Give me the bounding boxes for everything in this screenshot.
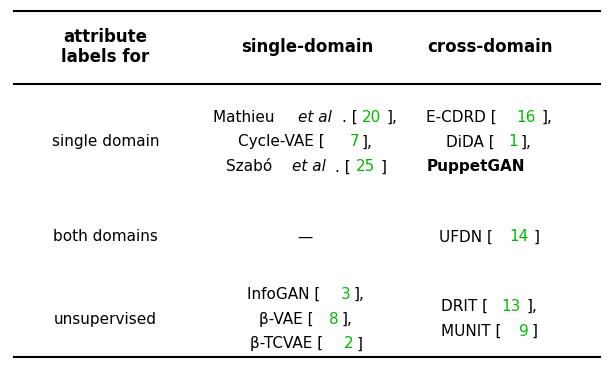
Text: PuppetGAN: PuppetGAN [427,159,526,174]
Text: E-CDRD [: E-CDRD [ [426,110,496,125]
Text: attribute
labels for: attribute labels for [61,28,149,67]
Text: ],: ], [341,312,352,327]
Text: β-VAE [: β-VAE [ [258,312,313,327]
Text: ],: ], [387,110,398,125]
Text: 2: 2 [344,336,354,351]
Text: 16: 16 [516,110,536,125]
Text: ]: ] [532,324,538,339]
Text: ],: ], [542,110,552,125]
Text: InfoGAN [: InfoGAN [ [247,287,320,302]
Text: 20: 20 [362,110,381,125]
Text: Cycle-VAE [: Cycle-VAE [ [238,134,325,149]
Text: . [: . [ [335,159,351,174]
Text: UFDN [: UFDN [ [440,230,494,244]
Text: MUNIT [: MUNIT [ [441,324,502,339]
Text: cross-domain: cross-domain [427,38,553,56]
Text: single-domain: single-domain [241,38,373,56]
Text: ]: ] [356,336,362,351]
Text: Mathieu: Mathieu [213,110,279,125]
Text: DRIT [: DRIT [ [441,299,488,314]
Text: 3: 3 [341,287,351,302]
Text: ],: ], [354,287,364,302]
Text: 25: 25 [356,159,375,174]
Text: 7: 7 [349,134,359,149]
Text: 13: 13 [501,299,521,314]
Text: et al: et al [292,159,325,174]
Text: ],: ], [362,134,373,149]
Text: 9: 9 [519,324,529,339]
Text: Szabó: Szabó [226,159,277,174]
Text: —: — [297,230,313,244]
Text: . [: . [ [342,110,358,125]
Text: unsupervised: unsupervised [54,312,157,327]
Text: β-TCVAE [: β-TCVAE [ [250,336,323,351]
Text: ]: ] [380,159,386,174]
Text: 1: 1 [508,134,518,149]
Text: DiDA [: DiDA [ [446,134,495,149]
Text: 14: 14 [509,230,528,244]
Text: 8: 8 [329,312,338,327]
Text: single domain: single domain [52,134,159,149]
Text: both domains: both domains [53,230,158,244]
Text: ],: ], [521,134,532,149]
Text: ]: ] [534,230,540,244]
Text: ],: ], [526,299,537,314]
Text: et al: et al [298,110,332,125]
